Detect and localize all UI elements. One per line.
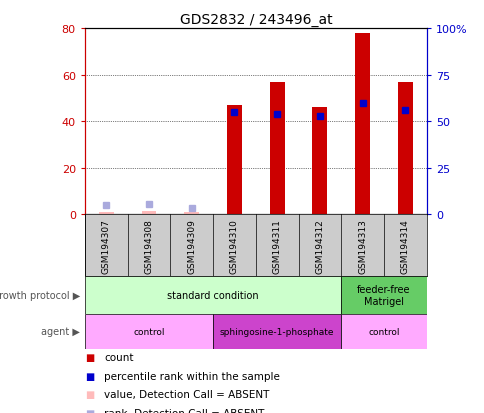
- Text: sphingosine-1-phosphate: sphingosine-1-phosphate: [220, 327, 334, 336]
- Text: rank, Detection Call = ABSENT: rank, Detection Call = ABSENT: [104, 408, 264, 413]
- Text: agent ▶: agent ▶: [41, 326, 80, 337]
- Bar: [184, 212, 199, 215]
- Text: feeder-free
Matrigel: feeder-free Matrigel: [357, 285, 410, 306]
- Bar: [85, 314, 212, 349]
- Text: GSM194309: GSM194309: [187, 218, 196, 273]
- Bar: [354, 33, 369, 215]
- Bar: [269, 82, 284, 215]
- Text: control: control: [367, 327, 399, 336]
- Text: ■: ■: [85, 371, 94, 381]
- Bar: [341, 314, 426, 349]
- Title: GDS2832 / 243496_at: GDS2832 / 243496_at: [179, 12, 332, 26]
- Text: value, Detection Call = ABSENT: value, Detection Call = ABSENT: [104, 389, 269, 399]
- Text: GSM194310: GSM194310: [229, 218, 239, 273]
- Bar: [227, 106, 242, 215]
- Bar: [212, 314, 341, 349]
- Text: GSM194307: GSM194307: [102, 218, 110, 273]
- Text: count: count: [104, 352, 134, 362]
- Text: growth protocol ▶: growth protocol ▶: [0, 290, 80, 300]
- Text: GSM194311: GSM194311: [272, 218, 281, 273]
- Text: control: control: [133, 327, 165, 336]
- Bar: [141, 211, 156, 215]
- Text: GSM194308: GSM194308: [144, 218, 153, 273]
- Bar: [85, 277, 341, 314]
- Text: ■: ■: [85, 408, 94, 413]
- Text: ■: ■: [85, 389, 94, 399]
- Text: standard condition: standard condition: [167, 290, 258, 300]
- Text: GSM194312: GSM194312: [315, 218, 324, 273]
- Text: GSM194313: GSM194313: [358, 218, 366, 273]
- Text: GSM194314: GSM194314: [400, 218, 409, 273]
- Text: percentile rank within the sample: percentile rank within the sample: [104, 371, 280, 381]
- Text: ■: ■: [85, 352, 94, 362]
- Bar: [341, 277, 426, 314]
- Bar: [312, 108, 327, 215]
- Bar: [397, 82, 412, 215]
- Bar: [99, 212, 113, 215]
